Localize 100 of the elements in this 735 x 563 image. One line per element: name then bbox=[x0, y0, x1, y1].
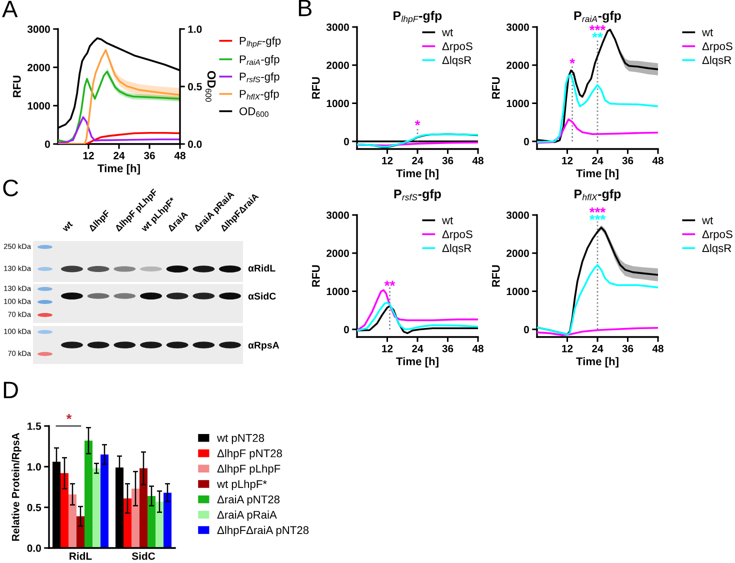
text: αSidC bbox=[248, 292, 276, 300]
bar bbox=[60, 473, 68, 548]
x-tick-label: 24 bbox=[412, 156, 424, 164]
text: C bbox=[3, 180, 18, 196]
x-axis-title: Time [h] bbox=[576, 169, 618, 180]
text: * bbox=[66, 414, 72, 420]
category-label: wt bbox=[62, 220, 74, 232]
bar bbox=[140, 468, 148, 548]
y-tick-label: 0 bbox=[344, 138, 349, 146]
legend-label: ΔlhpFΔraiA pNT28 bbox=[217, 526, 309, 536]
text: B bbox=[298, 0, 312, 16]
legend-label: ΔrpoS bbox=[442, 230, 472, 240]
x-tick-label: 24 bbox=[592, 344, 604, 352]
x-tick-label: 36 bbox=[442, 156, 454, 164]
bar bbox=[92, 468, 100, 548]
x-tick-label: 12 bbox=[562, 156, 573, 164]
x-tick-label: 24 bbox=[114, 152, 125, 160]
legend-label: P$_{raiA}$-gfp bbox=[240, 55, 280, 66]
y-tick-label: 0 bbox=[524, 138, 529, 146]
bar bbox=[123, 498, 132, 548]
x-tick-label: 48 bbox=[652, 344, 664, 352]
legend-label: ΔraiA pNT28 bbox=[217, 495, 280, 506]
bar bbox=[132, 488, 140, 548]
y-axis-title: RFU bbox=[492, 265, 500, 287]
y2-axis-title: OD$_{600}$ bbox=[206, 70, 216, 102]
line-series bbox=[537, 264, 658, 336]
x-tick-label: 48 bbox=[472, 156, 484, 164]
legend-label: ΔrpoS bbox=[442, 42, 472, 52]
y2-tick-label: 0.0 bbox=[188, 140, 202, 148]
y-axis-title: RFU bbox=[312, 77, 320, 99]
legend-label: ΔlhpF pNT28 bbox=[217, 449, 282, 460]
y-axis-title: RFU bbox=[312, 265, 320, 287]
bar bbox=[68, 494, 76, 548]
x-tick-label: 36 bbox=[144, 152, 155, 160]
text: A bbox=[2, 0, 18, 18]
x-tick-label: 12 bbox=[382, 344, 393, 352]
text: αRidL bbox=[248, 264, 276, 272]
legend-label: ΔraiA pRaiA bbox=[217, 510, 277, 521]
legend-label: wt pNT28 bbox=[216, 434, 264, 444]
legend-label: P$_{lhpF}$-gfp bbox=[240, 36, 281, 48]
legend-label: wt bbox=[442, 216, 454, 224]
x-tick-label: 36 bbox=[442, 344, 454, 352]
y2-tick-label: 0.5 bbox=[188, 83, 202, 90]
x-tick-label: 36 bbox=[622, 344, 634, 352]
y-tick-label: 2000 bbox=[506, 62, 529, 69]
legend-label: ΔrpoS bbox=[702, 230, 732, 240]
chart-title: P$_{raiA}$-gfp bbox=[574, 10, 621, 23]
y-tick-label: 1000 bbox=[506, 288, 529, 296]
y-tick-label: 3000 bbox=[326, 212, 349, 219]
bar bbox=[84, 440, 92, 548]
annotation: *** bbox=[589, 214, 606, 220]
annotation: *** bbox=[589, 207, 606, 213]
annotation: * bbox=[570, 58, 575, 64]
legend-label: wt bbox=[442, 28, 454, 36]
x-axis-title: Time [h] bbox=[98, 164, 140, 174]
y-tick-label: 3000 bbox=[506, 212, 529, 219]
chart-title: P$_{rsfS}$-gfp bbox=[394, 189, 441, 201]
legend-label: P$_{hflX}$-gfp bbox=[240, 90, 279, 100]
y-tick-label: 0.5 bbox=[27, 504, 42, 512]
legend-label: ΔlhpF pLhpF bbox=[217, 464, 280, 475]
legend-label: ΔlqsR bbox=[702, 56, 732, 66]
line-series bbox=[537, 74, 658, 144]
y-axis-title: RFU bbox=[492, 77, 500, 99]
x-tick-label: 48 bbox=[472, 344, 484, 352]
text: αRpsA bbox=[248, 342, 280, 351]
x-tick-label: 48 bbox=[652, 156, 664, 164]
x-tick-label: 12 bbox=[83, 152, 94, 160]
y-tick-label: 3000 bbox=[326, 24, 349, 31]
line-series bbox=[537, 118, 658, 144]
chart-title: P$_{lhpF}$-gfp bbox=[394, 10, 442, 24]
x-axis-title: Time [h] bbox=[396, 357, 438, 368]
y-axis-title: Relative Protein/RpsA bbox=[12, 432, 22, 541]
legend-label: ΔlqsR bbox=[702, 244, 732, 254]
annotation: * bbox=[414, 120, 420, 126]
legend-label: ΔrpoS bbox=[702, 42, 732, 52]
x-tick-label: SidC bbox=[132, 552, 156, 560]
y-tick-label: 3000 bbox=[27, 26, 50, 33]
y-tick-label: 1000 bbox=[506, 100, 529, 108]
annotation: *** bbox=[589, 25, 606, 30]
bar bbox=[148, 496, 156, 548]
legend-label: OD$_{600}$ bbox=[240, 107, 268, 117]
x-tick-label: 12 bbox=[562, 344, 573, 352]
bar bbox=[100, 454, 109, 548]
y-tick-label: 2000 bbox=[506, 250, 529, 257]
legend-label: P$_{rsfS}$-gfp bbox=[240, 72, 280, 83]
y-tick-label: 0 bbox=[344, 326, 349, 334]
x-tick-label: 12 bbox=[382, 156, 393, 164]
y-tick-label: 2000 bbox=[28, 64, 50, 72]
bar bbox=[164, 492, 172, 548]
y-tick-label: 0.0 bbox=[27, 544, 41, 552]
text: D bbox=[4, 382, 18, 398]
y-tick-label: 1.5 bbox=[28, 422, 42, 430]
annotation: ** bbox=[384, 280, 396, 286]
legend-label: ΔlqsR bbox=[442, 244, 472, 254]
y-axis-title: RFU bbox=[13, 76, 21, 98]
y-tick-label: 3000 bbox=[506, 24, 529, 31]
y-tick-label: 1000 bbox=[28, 102, 50, 110]
y-tick-label: 1000 bbox=[326, 100, 349, 108]
legend-label: wt bbox=[702, 28, 714, 36]
y-tick-label: 0 bbox=[44, 140, 50, 148]
